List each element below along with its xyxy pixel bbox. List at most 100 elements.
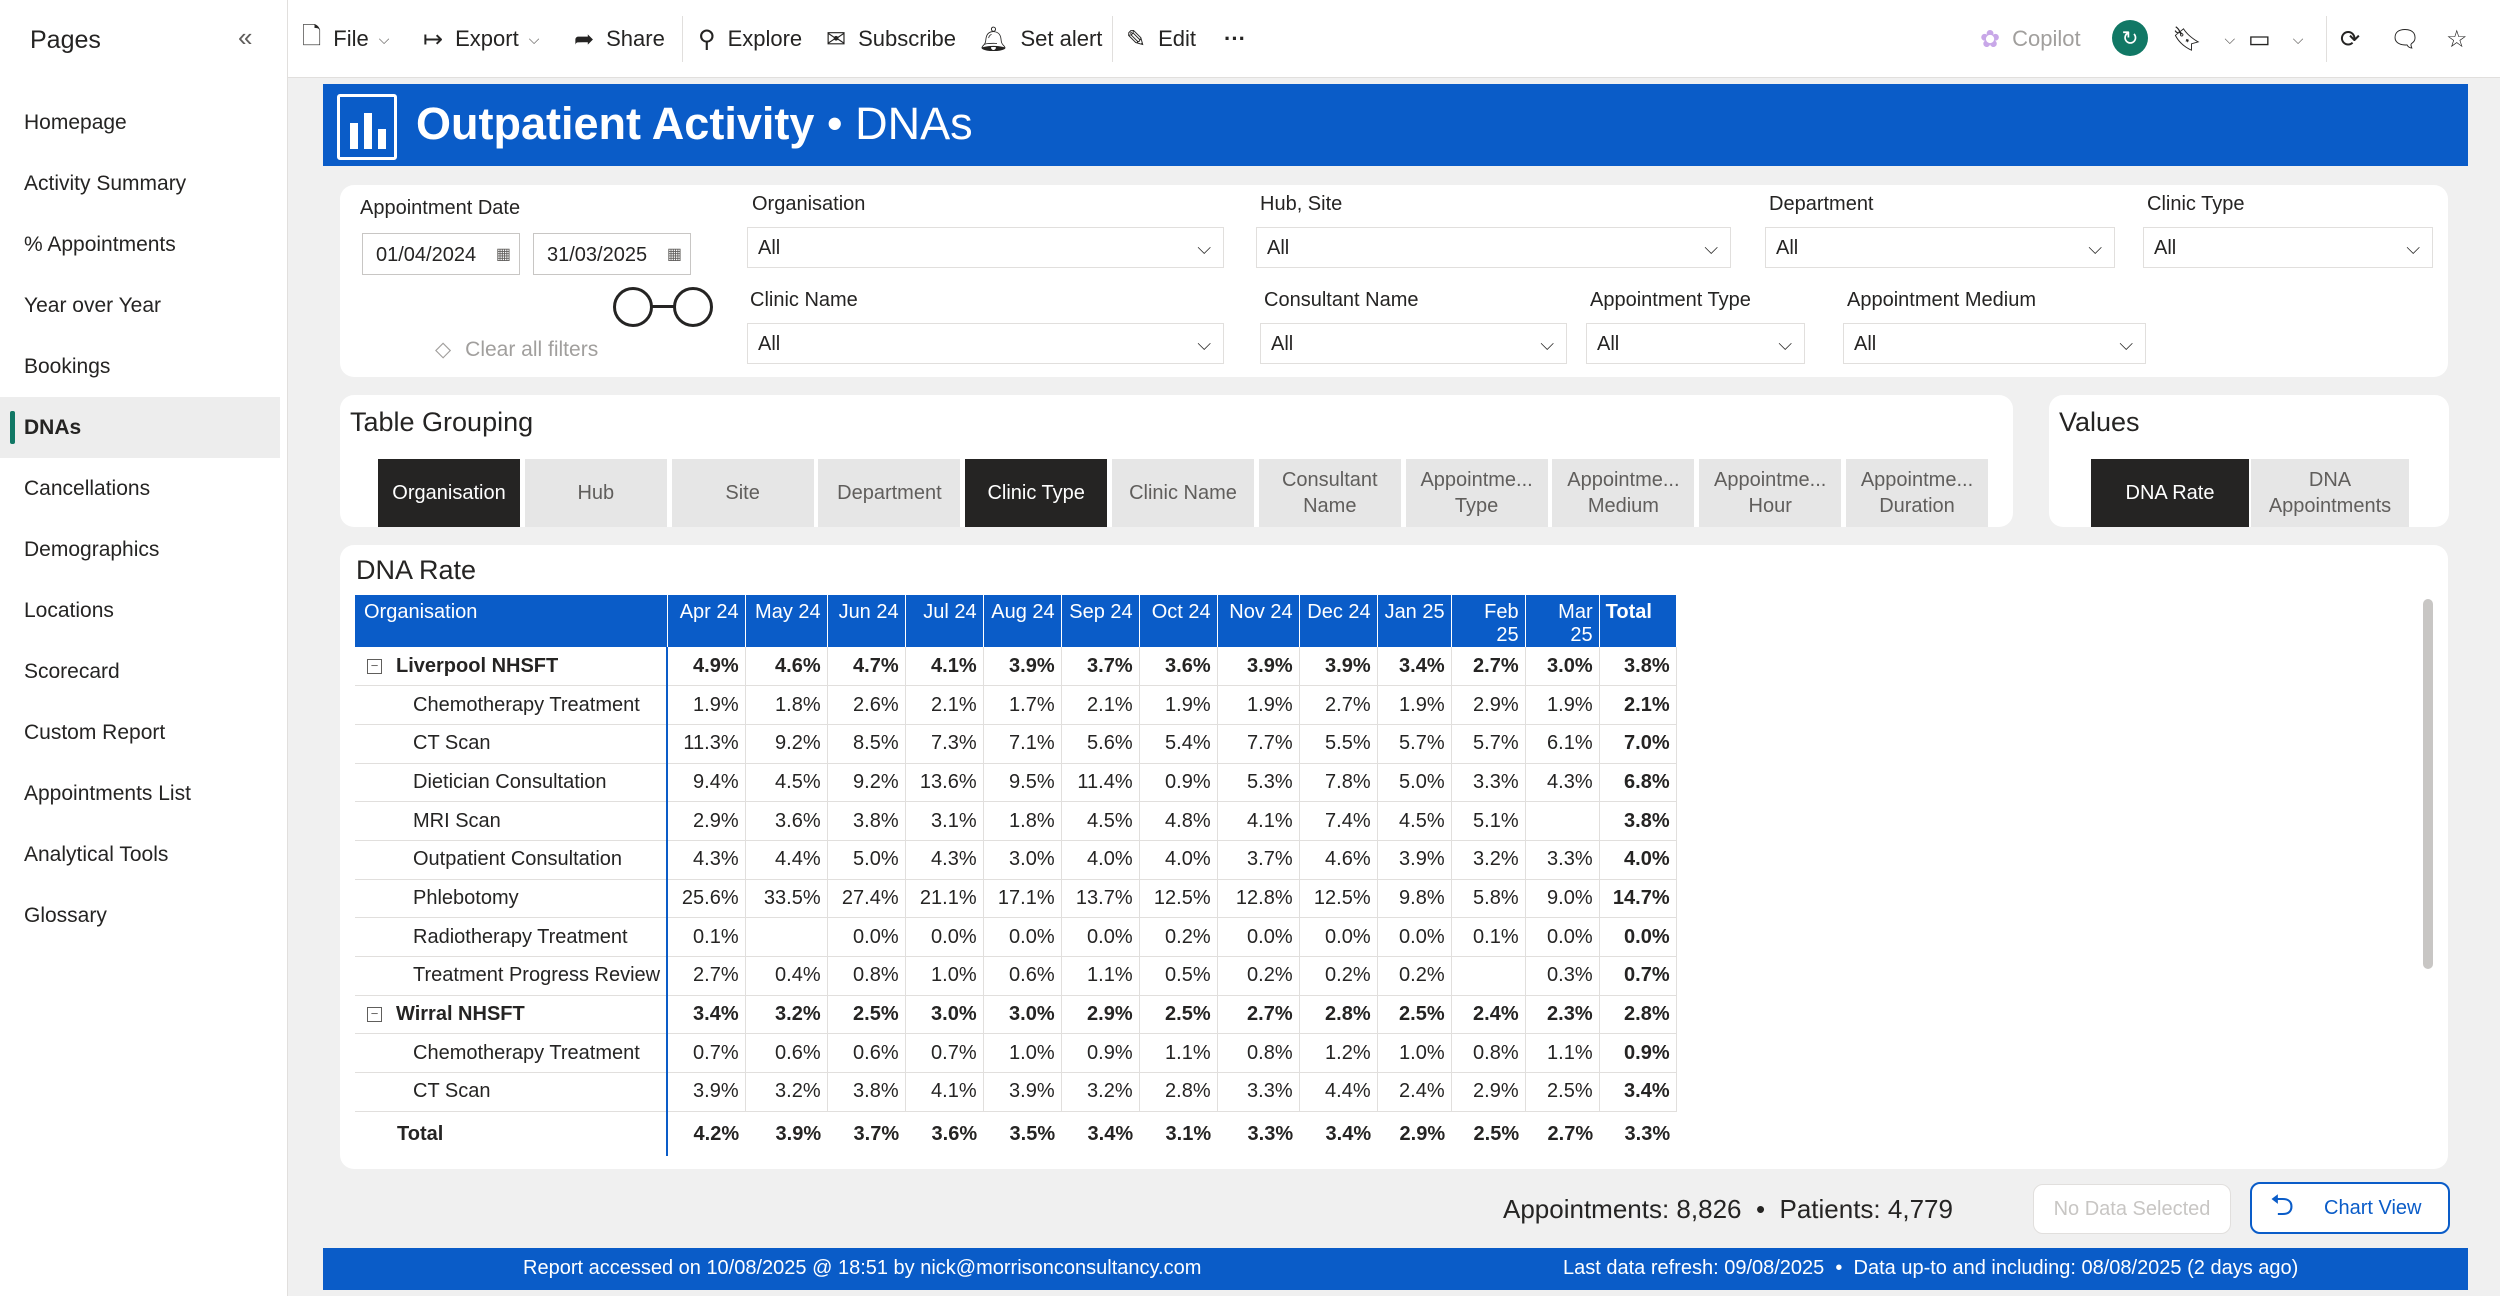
- date-to-input[interactable]: 31/03/2025 ▦: [533, 233, 691, 275]
- table-row[interactable]: MRI Scan 2.9% 3.6% 3.8% 3.1% 1.8% 4.5% 4.8% 4.1%…: [355, 801, 1677, 841]
- table-row[interactable]: Chemotherapy Treatment 0.7% 0.6% 0.6% 0.7% 1.…: [355, 1033, 1677, 1074]
- edit-button[interactable]: ✎ Edit: [1126, 25, 1197, 53]
- grouping-button[interactable]: Appointme... Medium: [1552, 459, 1695, 527]
- table-cell: 0.0%: [827, 917, 906, 957]
- date-range-slider[interactable]: [613, 287, 717, 327]
- explore-button[interactable]: ⚲ Explore: [698, 25, 803, 53]
- column-header[interactable]: Sep 24: [1061, 595, 1140, 647]
- page-nav-item[interactable]: Custom Report: [24, 721, 166, 744]
- page-nav-item[interactable]: Year over Year: [24, 294, 162, 317]
- collapse-icon[interactable]: «: [238, 22, 253, 52]
- more-options-button[interactable]: ···: [1224, 26, 1246, 51]
- column-header[interactable]: Aug 24: [983, 595, 1062, 647]
- table-cell: 0.6%: [983, 956, 1062, 996]
- collapse-toggle-icon[interactable]: −: [367, 658, 382, 674]
- page-nav-item[interactable]: Locations: [24, 599, 114, 622]
- page-nav-item[interactable]: Cancellations: [24, 477, 151, 500]
- grouping-button[interactable]: Site: [671, 459, 814, 527]
- values-button[interactable]: DNA Rate: [2091, 459, 2249, 527]
- column-header[interactable]: Feb 25: [1451, 595, 1526, 647]
- grouping-button[interactable]: Organisation: [378, 459, 520, 527]
- department-dropdown[interactable]: All ⌵: [1765, 227, 2115, 268]
- group-row[interactable]: − Liverpool NHSFT 4.9% 4.6% 4.7% 4.1% 3.9% 3.7%…: [355, 647, 1677, 687]
- column-header[interactable]: Dec 24: [1299, 595, 1378, 647]
- table-row[interactable]: Dietician Consultation 9.4% 4.5% 9.2% 13.6% 9…: [355, 763, 1677, 803]
- date-from-input[interactable]: 01/04/2024 ▦: [362, 233, 520, 275]
- grouping-button[interactable]: Appointme... Type: [1405, 459, 1548, 527]
- calendar-icon[interactable]: ▦: [666, 246, 682, 263]
- hub-site-dropdown[interactable]: All ⌵: [1256, 227, 1731, 268]
- calendar-icon[interactable]: ▦: [495, 246, 511, 263]
- column-header[interactable]: Nov 24: [1217, 595, 1300, 647]
- page-nav-item[interactable]: % Appointments: [24, 233, 176, 256]
- column-header[interactable]: May 24: [745, 595, 828, 647]
- collapse-toggle-icon[interactable]: −: [367, 1007, 382, 1023]
- grouping-button[interactable]: Appointme... Duration: [1846, 459, 1988, 527]
- page-nav-item[interactable]: Homepage: [24, 111, 127, 134]
- refresh-icon[interactable]: ↻: [2112, 20, 2148, 56]
- appointment-type-dropdown[interactable]: All ⌵: [1586, 323, 1805, 364]
- comment-button[interactable]: 🗨︎: [2390, 22, 2432, 56]
- chevron-down-icon: ⌵: [1197, 238, 1211, 258]
- table-cell: 3.8%: [1599, 647, 1677, 687]
- subscribe-button[interactable]: ✉ Subscribe: [826, 25, 956, 53]
- refresh-visuals-button[interactable]: ⟳: [2340, 22, 2372, 56]
- table-row[interactable]: Chemotherapy Treatment 1.9% 1.8% 2.6% 2.1% 1.…: [355, 685, 1677, 725]
- clear-all-filters-button[interactable]: ◇ Clear all filters: [435, 338, 599, 361]
- grouping-button[interactable]: Appointme... Hour: [1699, 459, 1842, 527]
- grouping-button[interactable]: Department: [818, 459, 961, 527]
- chevron-down-icon: ⌵: [1540, 334, 1554, 354]
- table-cell: 1.9%: [1377, 685, 1452, 725]
- appointment-medium-dropdown[interactable]: All ⌵: [1843, 323, 2146, 364]
- table-row[interactable]: Outpatient Consultation 4.3% 4.4% 5.0% 4.3% 3…: [355, 840, 1677, 880]
- grouping-button[interactable]: Consultant Name: [1258, 459, 1401, 527]
- export-menu[interactable]: ↦ Export ⌵: [423, 25, 540, 53]
- chart-view-button[interactable]: ⮌ Chart View: [2250, 1182, 2450, 1234]
- table-row[interactable]: Radiotherapy Treatment 0.1% 0.0% 0.0% 0.0% 0.…: [355, 917, 1677, 957]
- column-header[interactable]: Jan 25: [1377, 595, 1452, 647]
- vertical-scrollbar[interactable]: [2423, 599, 2433, 969]
- values-button[interactable]: DNA Appointments: [2251, 459, 2409, 527]
- page-nav-item[interactable]: Analytical Tools: [24, 843, 169, 866]
- slider-handle-start[interactable]: [613, 287, 653, 327]
- table-row[interactable]: CT Scan 11.3% 9.2% 8.5% 7.3% 7.1% 5.6% 5.4% 7.7%…: [355, 724, 1677, 764]
- bookmark-button[interactable]: 🔖︎ ⌵: [2172, 22, 2235, 56]
- clinic-name-dropdown[interactable]: All ⌵: [747, 323, 1224, 364]
- grouping-button[interactable]: Clinic Name: [1112, 459, 1254, 527]
- column-header[interactable]: Organisation: [355, 595, 668, 647]
- column-header[interactable]: Jul 24: [905, 595, 984, 647]
- column-header[interactable]: Apr 24: [667, 595, 746, 647]
- grouping-button[interactable]: Hub: [524, 459, 667, 527]
- set-alert-button[interactable]: 🔔︎ Set alert: [978, 25, 1103, 53]
- page-nav-item[interactable]: Bookings: [24, 355, 111, 378]
- table-cell: 4.5%: [745, 763, 828, 803]
- organisation-dropdown[interactable]: All ⌵: [747, 227, 1224, 268]
- page-nav-item[interactable]: DNAs: [0, 397, 280, 458]
- view-button[interactable]: ▭ ⌵: [2248, 22, 2303, 56]
- page-nav-item[interactable]: Activity Summary: [24, 172, 187, 195]
- table-cell: 4.3%: [905, 840, 984, 880]
- table-row[interactable]: Treatment Progress Review 2.7% 0.4% 0.8% 1.0…: [355, 956, 1677, 996]
- total-label: Total: [355, 1111, 669, 1157]
- page-nav-item[interactable]: Demographics: [24, 538, 160, 561]
- column-header[interactable]: Mar 25: [1525, 595, 1600, 647]
- consultant-name-dropdown[interactable]: All ⌵: [1260, 323, 1567, 364]
- file-menu[interactable]: 🗋 File ⌵: [302, 22, 389, 56]
- page-nav-item[interactable]: Appointments List: [24, 782, 191, 805]
- column-header[interactable]: Total: [1599, 595, 1677, 647]
- slider-handle-end[interactable]: [673, 287, 713, 327]
- column-header[interactable]: Jun 24: [827, 595, 906, 647]
- page-nav-item[interactable]: Scorecard: [24, 660, 120, 683]
- table-row[interactable]: Phlebotomy 25.6% 33.5% 27.4% 21.1% 17.1% 13.7%…: [355, 879, 1677, 919]
- group-row[interactable]: − Wirral NHSFT 3.4% 3.2% 2.5% 3.0% 3.0% 2.9% 2.5…: [355, 995, 1677, 1035]
- table-cell: 0.2%: [1377, 956, 1452, 996]
- table-cell: 4.5%: [1061, 801, 1140, 841]
- clinic-type-dropdown[interactable]: All ⌵: [2143, 227, 2433, 268]
- column-header[interactable]: Oct 24: [1139, 595, 1218, 647]
- favorite-button[interactable]: ☆: [2446, 22, 2480, 56]
- copilot-button[interactable]: ✿ Copilot: [1980, 25, 2081, 53]
- share-button[interactable]: ➦ Share: [574, 25, 665, 53]
- page-nav-item[interactable]: Glossary: [24, 904, 107, 927]
- table-row[interactable]: CT Scan 3.9% 3.2% 3.8% 4.1% 3.9% 3.2% 2.8% 3.3% 4…: [355, 1072, 1677, 1112]
- grouping-button[interactable]: Clinic Type: [965, 459, 1108, 527]
